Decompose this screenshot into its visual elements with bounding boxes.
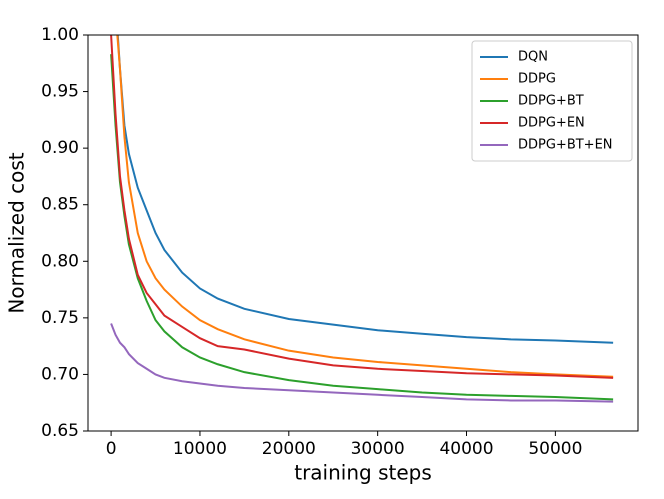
y-tick-label: 0.80 bbox=[41, 251, 79, 271]
x-tick-label: 40000 bbox=[439, 439, 493, 459]
plot-area bbox=[110, 35, 614, 403]
x-tick-label: 50000 bbox=[528, 439, 582, 459]
series-line bbox=[110, 35, 614, 379]
y-tick-label: 0.70 bbox=[41, 364, 79, 384]
y-axis-label: Normalized cost bbox=[5, 152, 29, 313]
series-line bbox=[116, 35, 614, 344]
legend-box bbox=[471, 40, 633, 162]
series-line bbox=[116, 35, 614, 378]
series-line bbox=[110, 323, 614, 403]
y-tick-label: 0.85 bbox=[41, 195, 79, 215]
x-axis-label: training steps bbox=[294, 461, 432, 485]
y-tick-label: 0.90 bbox=[41, 138, 79, 158]
y-tick-label: 0.75 bbox=[41, 308, 79, 328]
x-tick-label: 30000 bbox=[351, 439, 405, 459]
legend-label: DDPG+BT bbox=[518, 94, 584, 109]
y-tick-label: 0.95 bbox=[41, 82, 79, 102]
legend-label: DDPG bbox=[518, 72, 556, 87]
legend-label: DQN bbox=[518, 50, 548, 65]
axes-frame bbox=[87, 34, 639, 432]
y-tick-label: 1.00 bbox=[41, 25, 79, 45]
y-tick-label: 0.65 bbox=[41, 421, 79, 441]
x-tick-label: 20000 bbox=[262, 439, 316, 459]
legend-label: DDPG+EN bbox=[518, 116, 585, 131]
x-tick-label: 0 bbox=[106, 439, 117, 459]
x-tick-label: 10000 bbox=[173, 439, 227, 459]
legend-label: DDPG+BT+EN bbox=[518, 138, 613, 153]
